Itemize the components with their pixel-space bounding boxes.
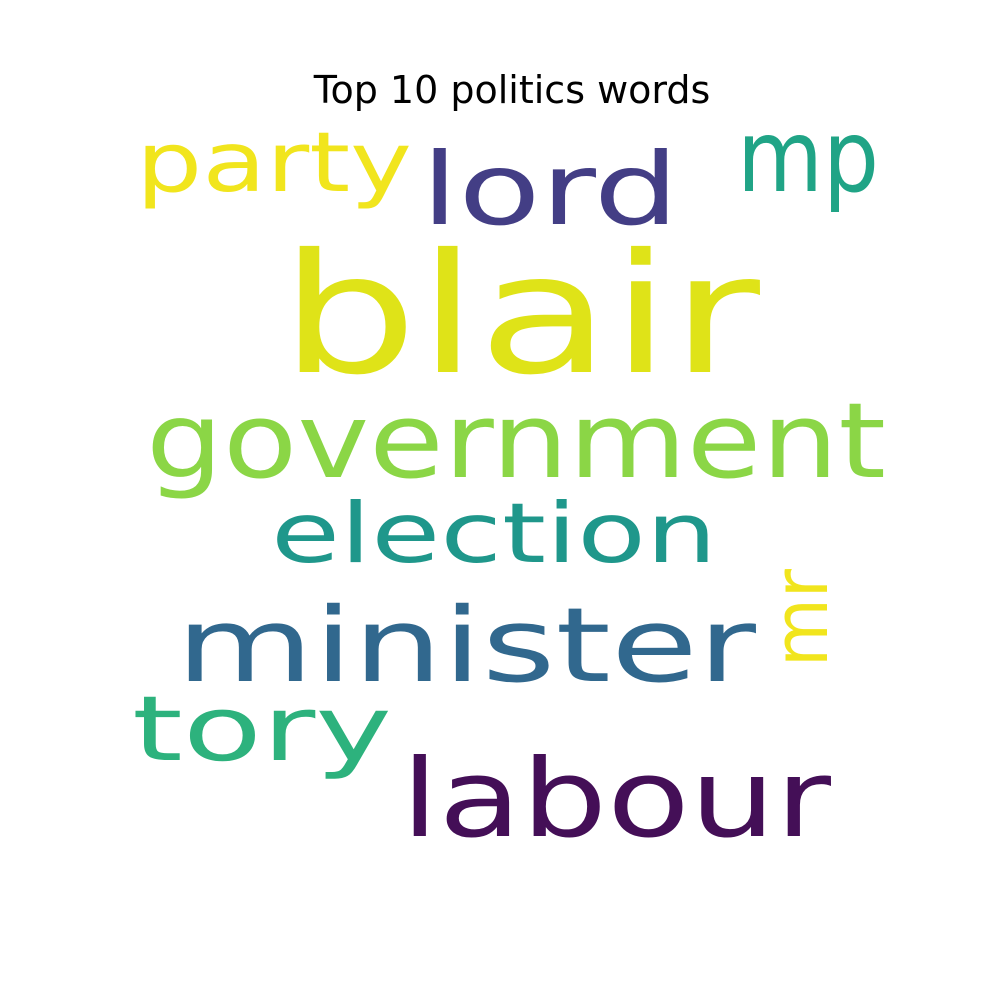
- word-tory: tory: [132, 677, 392, 782]
- word-mp: mp: [737, 98, 879, 215]
- word-government: government: [146, 380, 886, 502]
- word-election: election: [271, 485, 717, 582]
- word-party: party: [136, 114, 412, 211]
- word-lord: lord: [421, 131, 679, 248]
- word-blair: blair: [280, 219, 761, 412]
- chart-title: Top 10 politics words: [313, 68, 711, 112]
- word-labour: labour: [401, 737, 832, 862]
- word-mr: mr: [756, 568, 845, 667]
- word-minister: minister: [176, 586, 757, 706]
